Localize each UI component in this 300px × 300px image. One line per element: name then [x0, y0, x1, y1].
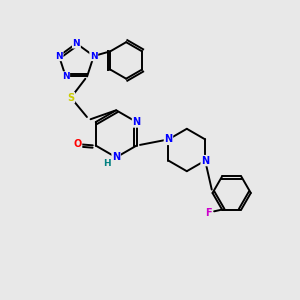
Text: N: N	[90, 52, 98, 61]
Text: N: N	[133, 117, 141, 127]
Text: N: N	[73, 39, 80, 48]
Text: O: O	[74, 139, 82, 149]
Text: N: N	[55, 52, 63, 61]
Text: H: H	[103, 159, 110, 168]
Text: F: F	[206, 208, 212, 218]
Text: N: N	[112, 152, 120, 162]
Text: N: N	[164, 134, 172, 144]
Text: N: N	[201, 156, 209, 166]
Text: S: S	[68, 93, 74, 103]
Text: N: N	[62, 72, 70, 81]
